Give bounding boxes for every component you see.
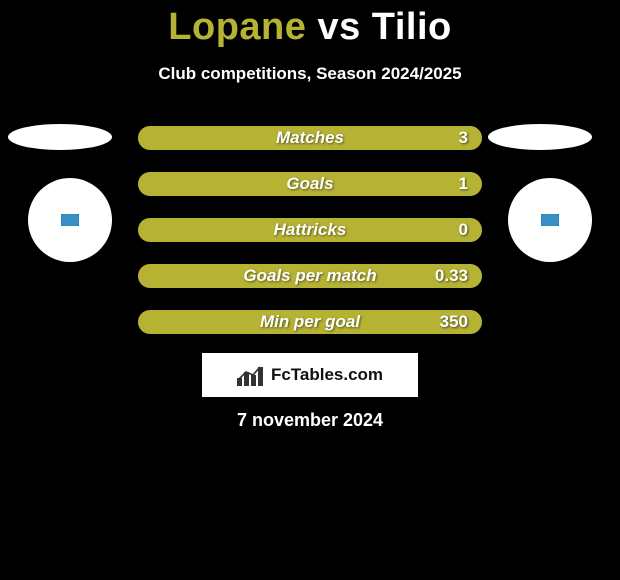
stat-row: Goals 1 bbox=[138, 172, 482, 196]
stat-row: Hattricks 0 bbox=[138, 218, 482, 242]
stat-value-right: 3 bbox=[459, 128, 468, 148]
title-player1: Lopane bbox=[168, 6, 306, 48]
stat-value-right: 0.33 bbox=[435, 266, 468, 286]
stat-value-right: 0 bbox=[459, 220, 468, 240]
date: 7 november 2024 bbox=[237, 410, 383, 431]
title-vs: vs bbox=[317, 6, 371, 48]
stat-label: Min per goal bbox=[260, 312, 360, 332]
logo-box: FcTables.com bbox=[202, 353, 418, 397]
stat-label: Goals per match bbox=[243, 266, 376, 286]
logo-text: FcTables.com bbox=[271, 365, 383, 385]
logo-bars-icon bbox=[237, 364, 265, 386]
stat-label: Matches bbox=[276, 128, 344, 148]
stat-row: Min per goal 350 bbox=[138, 310, 482, 334]
stat-row: Matches 3 bbox=[138, 126, 482, 150]
subtitle: Club competitions, Season 2024/2025 bbox=[0, 64, 620, 84]
player2-badge-icon bbox=[541, 214, 559, 226]
title-player2: Tilio bbox=[372, 6, 452, 48]
player2-disc bbox=[488, 124, 592, 150]
player1-avatar bbox=[28, 178, 112, 262]
stat-value-right: 350 bbox=[440, 312, 468, 332]
stat-label: Hattricks bbox=[274, 220, 347, 240]
stat-row: Goals per match 0.33 bbox=[138, 264, 482, 288]
page-title: Lopane vs Tilio bbox=[0, 6, 620, 49]
stat-rows: Matches 3 Goals 1 Hattricks 0 Goals per match 0… bbox=[138, 126, 482, 334]
stat-value-right: 1 bbox=[459, 174, 468, 194]
player1-disc bbox=[8, 124, 112, 150]
player2-avatar bbox=[508, 178, 592, 262]
stat-label: Goals bbox=[286, 174, 333, 194]
player1-badge-icon bbox=[61, 214, 79, 226]
